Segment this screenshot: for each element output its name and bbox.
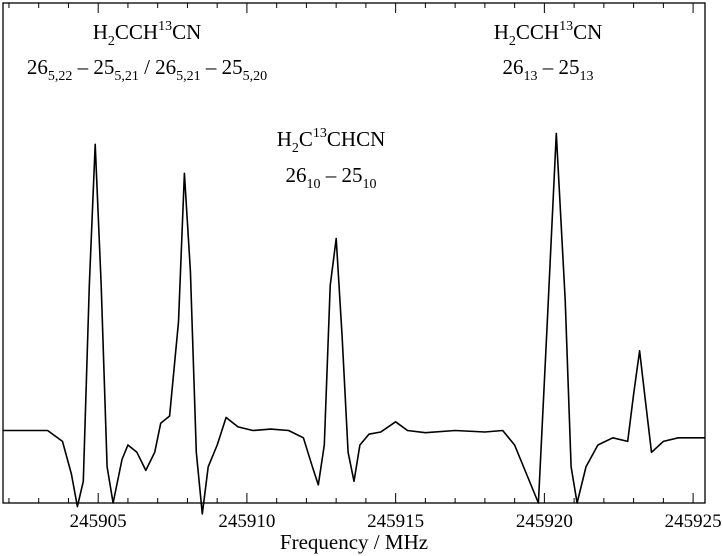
- annotation-3-transition: 2613​ – 2513​: [503, 55, 594, 84]
- x-tick-label: 245920: [516, 511, 573, 532]
- x-tick-label: 245925: [665, 511, 722, 532]
- annotation-2-molecule: H2​C13​CHCN: [277, 126, 386, 156]
- x-tick-label: 245915: [367, 511, 424, 532]
- x-axis-ticks: [8, 3, 694, 503]
- x-axis-label: Frequency / MHz: [280, 530, 428, 554]
- spectrum-trace: [3, 132, 705, 515]
- line-assignment-annotations: H2​CCH13​CN 265,22​ – 255,21​ / 265,21​ …: [27, 19, 602, 192]
- x-tick-label: 245910: [218, 511, 275, 532]
- annotation-1-transition: 265,22​ – 255,21​ / 265,21​ – 255,20​: [27, 55, 267, 84]
- x-tick-label: 245905: [70, 511, 127, 532]
- plot-frame: [2, 2, 706, 504]
- annotation-3-molecule: H2​CCH13​CN: [494, 19, 603, 49]
- x-axis-tick-labels: 245905 245910 245915 245920 245925: [70, 511, 722, 532]
- annotation-2-transition: 2610​ – 2510​: [286, 163, 377, 192]
- annotation-1-molecule: H2​CCH13​CN: [93, 19, 202, 49]
